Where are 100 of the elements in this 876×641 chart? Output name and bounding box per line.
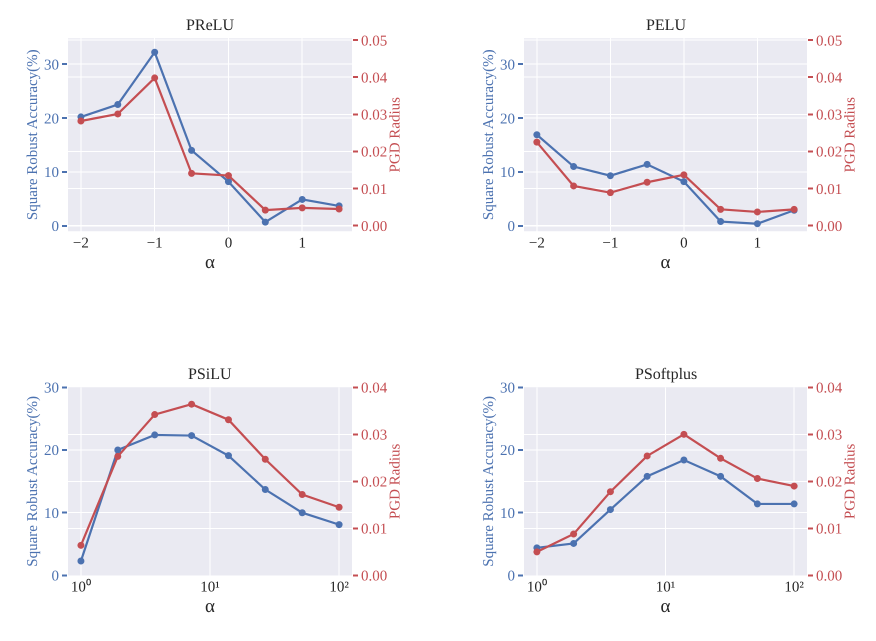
point — [336, 205, 343, 212]
point — [262, 206, 269, 214]
x-axis-title: α — [205, 252, 216, 274]
x-tick-label: 10¹ — [200, 579, 220, 596]
point — [224, 452, 232, 460]
point — [790, 482, 798, 490]
point — [298, 491, 306, 498]
y2-tick-label: 0.00 — [361, 568, 388, 585]
chart-title: PReLU — [186, 17, 234, 34]
x-axis-title: α — [205, 596, 216, 618]
y2-tick-label: 0.00 — [361, 218, 388, 235]
point — [644, 160, 651, 168]
x-tick-label: 10⁰ — [70, 578, 91, 596]
y2-axis-title: PGD Radius — [842, 443, 859, 520]
point — [717, 218, 724, 226]
y-tick-label: 0 — [508, 219, 515, 236]
y2-tick-label: 0.02 — [361, 474, 388, 491]
x-tick-label: −2 — [528, 235, 545, 252]
y-tick-label: 30 — [500, 380, 515, 397]
x-axis-title: α — [660, 252, 671, 274]
point — [188, 146, 196, 154]
y-tick-label: 20 — [44, 443, 59, 460]
y-axis-title: Square Robust Accuracy(%) — [481, 49, 498, 220]
point — [224, 416, 232, 424]
point — [224, 172, 232, 180]
point — [262, 486, 269, 494]
point — [188, 170, 196, 177]
y-axis-title: Square Robust Accuracy(%) — [25, 396, 42, 567]
x-tick-label: 10² — [784, 579, 804, 596]
y-tick-label: 30 — [44, 57, 59, 74]
point — [77, 542, 84, 549]
y2-tick-label: 0.05 — [361, 33, 388, 50]
point — [151, 411, 158, 418]
point — [298, 196, 306, 203]
y2-tick-label: 0.00 — [816, 218, 842, 235]
point — [188, 432, 196, 440]
point — [114, 110, 122, 118]
chart-title: PSoftplus — [635, 366, 698, 383]
point — [533, 131, 540, 138]
y2-tick-label: 0.01 — [816, 182, 842, 198]
x-tick-label: 10² — [329, 579, 350, 596]
point — [262, 456, 269, 463]
point — [114, 446, 122, 454]
point — [570, 540, 578, 547]
y2-axis-title: PGD Radius — [388, 96, 404, 172]
x-tick-label: 10¹ — [656, 579, 676, 596]
x-tick-label: 1 — [754, 235, 762, 252]
point — [570, 530, 578, 538]
point — [188, 400, 196, 408]
y-tick-label: 30 — [500, 57, 515, 74]
y2-axis-title: PGD Radius — [842, 96, 859, 172]
point — [336, 504, 343, 511]
y2-tick-label: 0.01 — [816, 522, 842, 538]
point — [754, 208, 761, 216]
point — [533, 548, 540, 556]
y2-axis-title: PGD Radius — [388, 443, 404, 520]
y2-tick-label: 0.02 — [361, 144, 388, 161]
y2-tick-label: 0.04 — [816, 70, 843, 86]
y2-tick-label: 0.02 — [816, 144, 842, 161]
y2-tick-label: 0.04 — [816, 380, 843, 397]
point — [717, 454, 724, 462]
point — [790, 500, 798, 508]
y2-tick-label: 0.05 — [816, 33, 842, 50]
point — [77, 117, 84, 124]
y2-tick-label: 0.03 — [361, 108, 388, 124]
y-axis-title: Square Robust Accuracy(%) — [25, 49, 42, 220]
point — [151, 48, 158, 56]
y-tick-label: 20 — [500, 443, 515, 460]
y2-tick-label: 0.03 — [816, 428, 842, 444]
point — [114, 101, 122, 108]
point — [606, 506, 614, 514]
y-axis-title: Square Robust Accuracy(%) — [481, 396, 498, 567]
point — [717, 472, 724, 480]
y-tick-label: 10 — [44, 165, 59, 182]
point — [298, 204, 306, 212]
y2-tick-label: 0.04 — [361, 380, 388, 397]
point — [754, 500, 761, 508]
point — [77, 558, 84, 565]
chart-title: PELU — [646, 17, 686, 34]
point — [754, 475, 761, 482]
point — [717, 206, 724, 213]
x-tick-label: 1 — [298, 235, 306, 252]
point — [570, 182, 578, 190]
y-tick-label: 30 — [44, 380, 59, 397]
y2-tick-label: 0.01 — [361, 522, 388, 538]
point — [336, 521, 343, 528]
x-tick-label: −1 — [146, 235, 163, 252]
point — [754, 220, 761, 228]
point — [644, 452, 651, 460]
point — [680, 430, 688, 438]
point — [680, 171, 688, 178]
x-tick-label: 0 — [680, 235, 688, 252]
y2-tick-label: 0.03 — [361, 428, 388, 444]
point — [680, 178, 688, 186]
y2-tick-label: 0.02 — [816, 474, 842, 491]
chart-title: PSiLU — [188, 366, 232, 383]
x-tick-label: −2 — [72, 235, 89, 252]
point — [606, 189, 614, 196]
point — [533, 138, 540, 146]
point — [606, 172, 614, 180]
